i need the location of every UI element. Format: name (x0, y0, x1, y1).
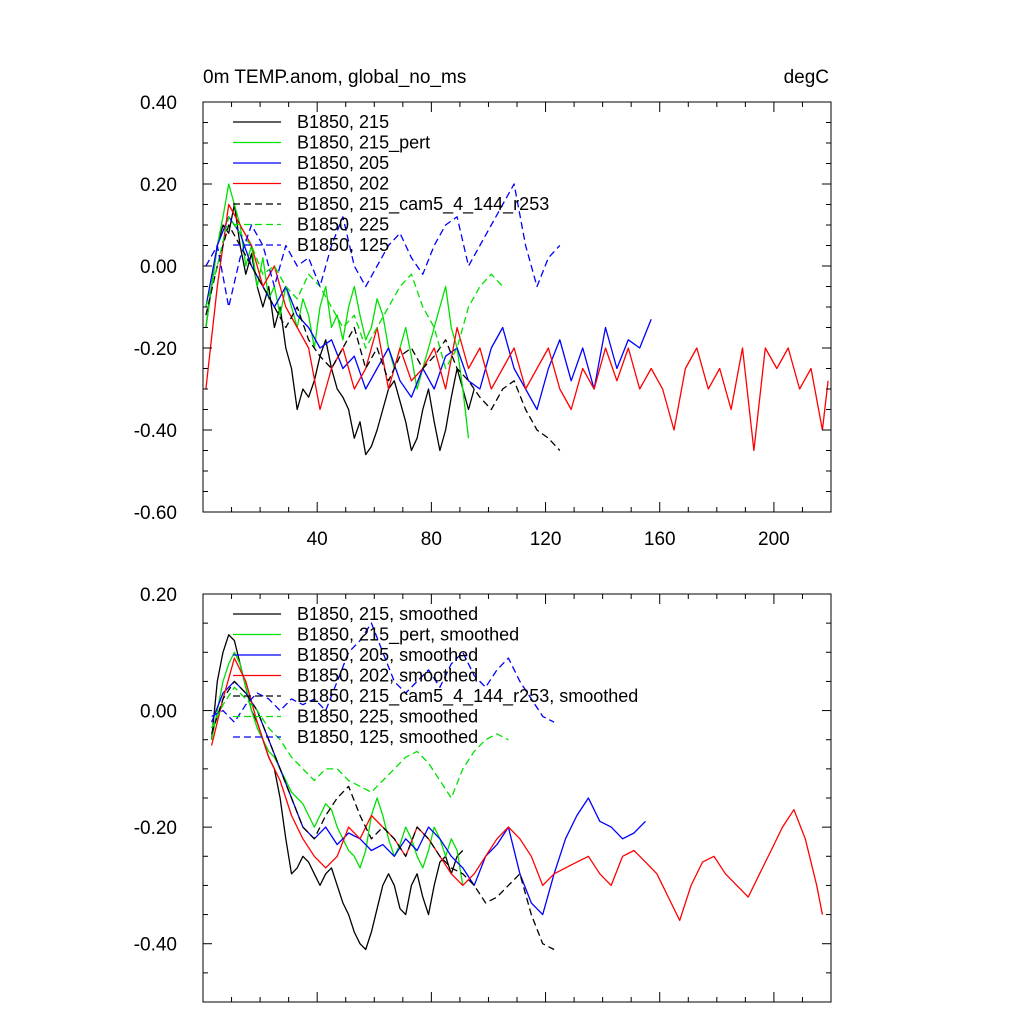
bottom-series-line-1 (210, 651, 464, 886)
top-x-tick-label: 120 (530, 529, 562, 550)
bottom-ticks-group: 0.20 0.00 -0.20 -0.40 (134, 585, 831, 1003)
top-x-tick-label: 80 (421, 529, 442, 550)
bottom-plot-frame (202, 593, 832, 1003)
top-series-line-3 (205, 203, 829, 452)
bottom-series-line-4 (210, 680, 555, 951)
bottom-y-tick-label: -0.40 (134, 935, 177, 956)
bottom-series-line-3 (210, 657, 824, 922)
top-legend-label-1: B1850, 215_pert (297, 133, 430, 154)
top-x-tick-label: 200 (758, 529, 790, 550)
chart-title-right: degC (784, 67, 829, 88)
top-series-line-1 (205, 183, 470, 439)
top-y-tick-label: 0.40 (140, 93, 177, 114)
top-series-group (205, 183, 829, 456)
top-series-line-4 (205, 224, 561, 451)
top-y-tick-label: -0.20 (134, 339, 177, 360)
top-legend-label-3: B1850, 202 (297, 174, 389, 194)
bottom-y-tick-label: -0.20 (134, 818, 177, 839)
bottom-legend-label-4: B1850, 215_cam5_4_144_r253, smoothed (297, 686, 638, 707)
bottom-series-group (210, 622, 824, 951)
top-x-tick-label: 40 (307, 529, 328, 550)
top-series-line-6 (205, 183, 561, 308)
top-ticks-group: 0.40 0.20 0.00 -0.20 -0.40 -0.60 40 80 120 160 200 (134, 93, 831, 550)
top-legend-label-5: B1850, 225 (297, 215, 389, 235)
top-panel: 0m TEMP.anom, global_no_ms degC 0.40 0.20… (134, 67, 832, 550)
top-series-line-2 (205, 216, 652, 411)
bottom-legend-label-2: B1850, 205, smoothed (297, 645, 478, 665)
top-y-tick-label: -0.40 (134, 421, 177, 442)
top-y-tick-label: 0.20 (140, 175, 177, 196)
bottom-panel: 0.200.00-0.20-0.40 B1850, 215, smoothedB… (134, 585, 832, 1003)
bottom-legend-label-5: B1850, 225, smoothed (297, 707, 478, 727)
bottom-legend-label-6: B1850, 125, smoothed (297, 727, 478, 747)
chart-title-left: 0m TEMP.anom, global_no_ms (203, 67, 466, 88)
top-y-tick-label: 0.00 (140, 257, 177, 278)
bottom-series-line-6 (211, 622, 555, 723)
top-series-line-5 (205, 216, 504, 370)
bottom-legend-label-1: B1850, 215_pert, smoothed (297, 625, 519, 646)
top-plot-frame (202, 101, 832, 513)
top-series-line-0 (205, 203, 475, 456)
bottom-series-line-5 (211, 686, 509, 799)
top-legend-label-2: B1850, 205 (297, 153, 389, 173)
top-legend-label-4: B1850, 215_cam5_4_144_r253 (297, 194, 549, 215)
bottom-legend-label-3: B1850, 202, smoothed (297, 666, 478, 686)
top-legend-label-0: B1850, 215 (297, 112, 389, 132)
top-y-tick-label: -0.60 (134, 503, 177, 524)
top-x-tick-label: 160 (644, 529, 676, 550)
top-legend-label-6: B1850, 125 (297, 235, 389, 255)
bottom-y-tick-label: 0.20 (140, 585, 177, 606)
bottom-y-tick-label: 0.00 (140, 702, 177, 723)
bottom-legend-label-0: B1850, 215, smoothed (297, 604, 478, 624)
